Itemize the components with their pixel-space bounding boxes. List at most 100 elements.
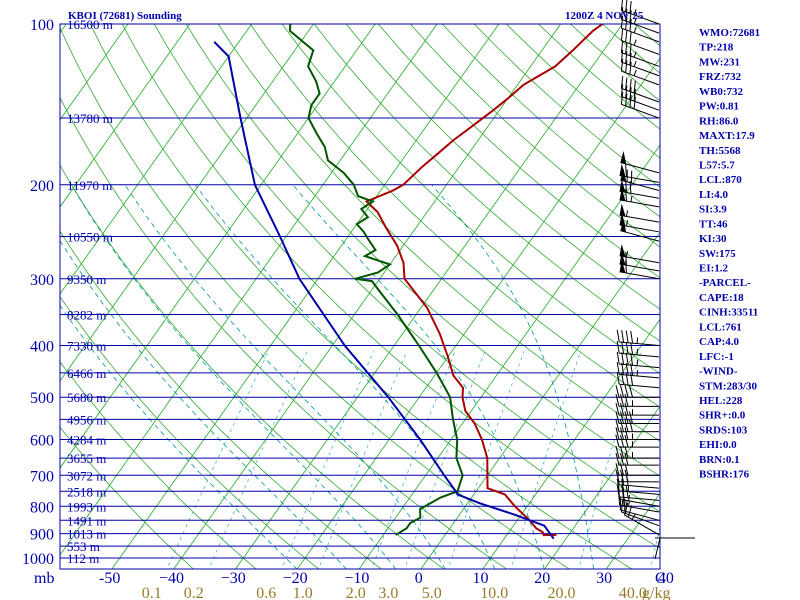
isotherm-line <box>0 0 41 578</box>
wind-barb-feather <box>615 394 620 407</box>
wind-barb-staff <box>619 498 660 507</box>
wind-barb-feather <box>629 95 632 108</box>
wind-barb <box>615 411 660 425</box>
wind-barb <box>620 150 660 174</box>
height-label: 5680 m <box>67 390 106 405</box>
height-labels: 16500 m 13780 m 11970 m 10550 m 9350 m 8282 m… <box>67 17 113 566</box>
wind-barb-staff <box>624 514 660 536</box>
wind-barb-feather <box>629 43 632 56</box>
index-item: EI:1.2 <box>699 263 729 275</box>
wind-barb-staff <box>621 87 660 103</box>
wind-barb-half-feather <box>627 485 630 492</box>
wind-barb-feather <box>624 411 629 424</box>
pressure-unit-label: mb <box>34 570 54 587</box>
parcel-profile-line <box>213 41 555 540</box>
wind-barb <box>615 469 660 483</box>
wind-barb-feather <box>625 341 629 355</box>
mixing-ratio-tick-label: 3.0 <box>378 585 398 600</box>
wind-barb-feather <box>625 51 628 64</box>
isotherm-line <box>60 24 314 382</box>
wind-barb-feather <box>620 28 624 41</box>
pressure-tick-labels: 100 200 300 400 500 600 700 800 900 1000 <box>22 17 54 568</box>
height-label: 7330 m <box>67 339 106 354</box>
wind-barb-staff <box>619 484 660 489</box>
dry-adiabat-line <box>153 24 660 513</box>
temperature-tick-label: −30 <box>221 570 246 587</box>
wind-barb-half-feather <box>626 210 628 217</box>
dry-adiabat-line <box>89 24 633 569</box>
height-label: 9350 m <box>67 272 106 287</box>
moist-adiabat-line <box>60 240 347 569</box>
wind-barb-feather <box>625 60 628 73</box>
wind-barb-half-feather <box>633 39 637 46</box>
dry-adiabat-line <box>345 24 660 310</box>
index-item: -PARCEL- <box>699 277 751 289</box>
wind-barb-staff <box>619 263 660 272</box>
dry-adiabat-line <box>217 24 660 442</box>
height-label: 10550 m <box>67 230 113 245</box>
wind-barb <box>620 49 660 77</box>
wind-barb <box>616 351 660 369</box>
index-item: -WIND- <box>699 366 738 378</box>
index-item: PW:0.81 <box>699 101 739 113</box>
height-label: 13780 m <box>67 111 113 126</box>
station-title: KBOI (72681) Sounding <box>68 10 182 22</box>
wind-barb-feather <box>633 88 636 102</box>
mixing-ratio-tick-label: 2.0 <box>346 585 366 600</box>
wind-barb-feather <box>625 17 628 30</box>
wind-barb-feather <box>620 49 624 63</box>
pressure-tick-label: 400 <box>30 339 54 356</box>
pressure-tick-label: 1000 <box>22 551 54 568</box>
wind-barb-feather <box>625 8 628 22</box>
wind-barb <box>615 402 660 416</box>
mixing-ratio-line <box>578 351 642 569</box>
wind-barb-feather <box>616 362 620 375</box>
wind-barb-staff <box>621 61 660 77</box>
dry-adiabat-line <box>281 24 660 375</box>
wind-barb-half-feather <box>633 51 637 58</box>
index-item: LI:4.0 <box>699 189 729 201</box>
wind-barb-staff <box>619 341 660 346</box>
wind-barb-feather <box>616 484 620 497</box>
wind-barb-feather <box>615 385 620 398</box>
pressure-tick-label: 100 <box>30 17 54 34</box>
wind-barb-feather <box>620 402 624 416</box>
wind-barb-feather <box>620 394 624 407</box>
wind-barb-feather <box>624 419 629 432</box>
wind-barb <box>620 84 660 111</box>
wind-barb-feather <box>616 341 620 354</box>
wind-barb-staff <box>620 509 660 521</box>
height-label: 553 m <box>67 539 100 554</box>
pressure-tick-label: 600 <box>30 433 54 450</box>
wind-barb-feather <box>624 402 629 416</box>
wind-barb-pennant <box>619 188 626 201</box>
wind-barb-staff <box>619 490 660 495</box>
wind-barb-feather <box>629 61 632 75</box>
wind-barb-feather <box>624 434 629 448</box>
wind-barb-feather <box>620 91 624 105</box>
index-item: TH:5568 <box>699 145 741 157</box>
wind-barb <box>615 385 660 398</box>
wind-barb-feather <box>615 427 620 440</box>
dry-adiabat-line <box>121 24 660 549</box>
isotherm-line <box>358 144 660 569</box>
mixing-ratio-line <box>650 525 660 569</box>
height-label: 4284 m <box>67 433 106 448</box>
temperature-tick-label: -50 <box>99 570 120 587</box>
wind-barb-half-feather <box>628 500 630 507</box>
wind-barb-half-feather <box>636 348 639 355</box>
index-item: WB0:732 <box>699 86 744 98</box>
mixing-ratio-line <box>281 351 374 569</box>
index-item: L57:5.7 <box>699 160 735 172</box>
pressure-tick-label: 300 <box>30 272 54 289</box>
wind-barb <box>619 260 660 280</box>
wind-barb-feather <box>616 372 620 385</box>
dry-adiabat-line <box>60 26 570 569</box>
wind-barb-feather <box>620 452 624 466</box>
moist-adiabat-line <box>70 184 397 569</box>
wind-barb <box>615 419 660 433</box>
isotherm-line <box>420 231 660 569</box>
wind-barb-staff <box>621 27 660 43</box>
dry-adiabat-line <box>377 24 660 279</box>
wind-barb-feather <box>625 85 628 99</box>
